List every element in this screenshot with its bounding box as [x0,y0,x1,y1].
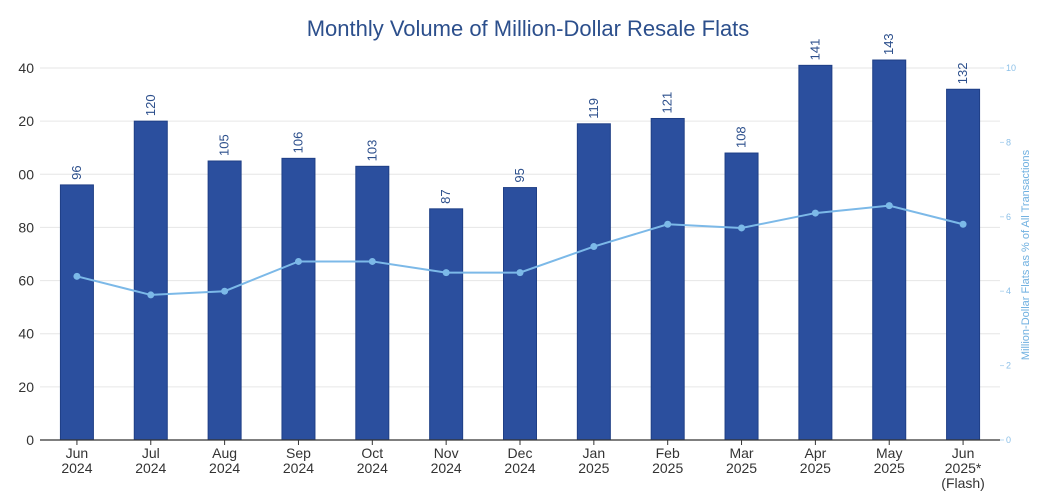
y2-tick-label: 6 [1006,212,1011,222]
line-point [738,224,746,232]
x-tick-label: Dec [508,445,533,461]
bar-value-label: 95 [512,168,527,182]
x-tick-label: 2025 [800,460,831,476]
y-axis-right: 0 2 4 6 8 10 [1000,63,1016,445]
line-point [221,287,229,295]
x-tick-label: 2024 [431,460,462,476]
bar [576,123,611,441]
bar [650,117,685,441]
line-point [73,272,81,280]
line-point [885,202,893,210]
x-tick-label: Aug [212,445,237,461]
bar [724,152,759,441]
chart-title: Monthly Volume of Million-Dollar Resale … [307,16,750,41]
x-tick-label: Jul [142,445,160,461]
x-tick-label: Jun [66,445,89,461]
y2-tick-label: 0 [1006,435,1011,445]
bar-value-label: 103 [364,140,379,162]
x-tick-label: Apr [804,445,826,461]
y2-axis-label: Million-Dollar Flats as % of All Transac… [1020,149,1032,360]
bar [872,59,907,441]
line-point [516,269,524,277]
line-point [959,220,967,228]
line-point [294,257,302,265]
y-tick-label: 40 [18,60,34,76]
bar-data-labels: 96 120 105 106 103 87 95 119 121 108 141 143 132 [69,33,970,204]
x-tick-label: Feb [656,445,680,461]
x-tick-label: Oct [361,445,383,461]
y-tick-label: 20 [18,113,34,129]
bar [281,157,316,441]
y2-tick-label: 8 [1006,137,1011,147]
bar-value-label: 106 [290,132,305,154]
x-tick-label: 2024 [357,460,388,476]
bar-value-label: 120 [143,94,158,116]
x-tick-label: 2024 [61,460,92,476]
line-point [147,291,155,299]
bar-value-label: 108 [734,126,749,148]
line-point [811,209,819,217]
bar-value-label: 132 [955,63,970,85]
bar-value-label: 119 [586,98,601,119]
bar-value-label: 105 [217,134,232,156]
x-tick-label: 2025 [652,460,683,476]
bar-value-label: 87 [438,189,453,203]
bar [207,160,242,441]
bar [798,64,833,441]
x-tick-label: 2025 [578,460,609,476]
line-point [590,243,598,251]
x-tick-label: 2024 [209,460,240,476]
y2-tick-label: 10 [1006,63,1016,73]
y-tick-label: 20 [18,379,34,395]
y-tick-label: 0 [26,432,34,448]
bar [355,165,390,441]
x-tick-label: Jan [583,445,606,461]
y2-tick-label: 4 [1006,286,1011,296]
bar-value-label: 121 [660,92,675,114]
x-tick-label: Nov [434,445,459,461]
bar [503,187,537,441]
bar-value-label: 96 [69,165,84,179]
bar [59,184,94,441]
line-series [73,202,967,299]
x-tick-label: 2025* [945,460,982,476]
bar-value-label: 141 [807,39,822,61]
x-tick-label: 2025 [726,460,757,476]
bar [133,120,168,441]
x-tick-label: 2024 [504,460,535,476]
y2-tick-label: 2 [1006,361,1011,371]
y-tick-label: 60 [18,273,34,289]
x-tick-label: May [876,445,902,461]
bar [429,208,464,441]
bar-value-label: 143 [881,33,896,55]
x-tick-label: Mar [729,445,753,461]
x-tick-label: 2024 [135,460,166,476]
x-axis: Jun2024Jul2024Aug2024Sep2024Oct2024Nov20… [40,439,1000,491]
line-point [442,269,450,277]
x-tick-label: Sep [286,445,311,461]
y-axis-left: 0 20 40 60 80 00 20 40 [18,60,34,448]
line-point [664,220,672,228]
x-tick-label: 2025 [874,460,905,476]
x-tick-label: (Flash) [941,475,985,491]
x-tick-label: Jun [952,445,975,461]
y-tick-label: 80 [18,219,34,235]
x-tick-label: 2024 [283,460,314,476]
bar-series [59,59,981,441]
y-tick-label: 40 [18,326,34,342]
line-point [368,257,376,265]
y-tick-label: 00 [18,166,34,182]
bar [946,88,981,441]
